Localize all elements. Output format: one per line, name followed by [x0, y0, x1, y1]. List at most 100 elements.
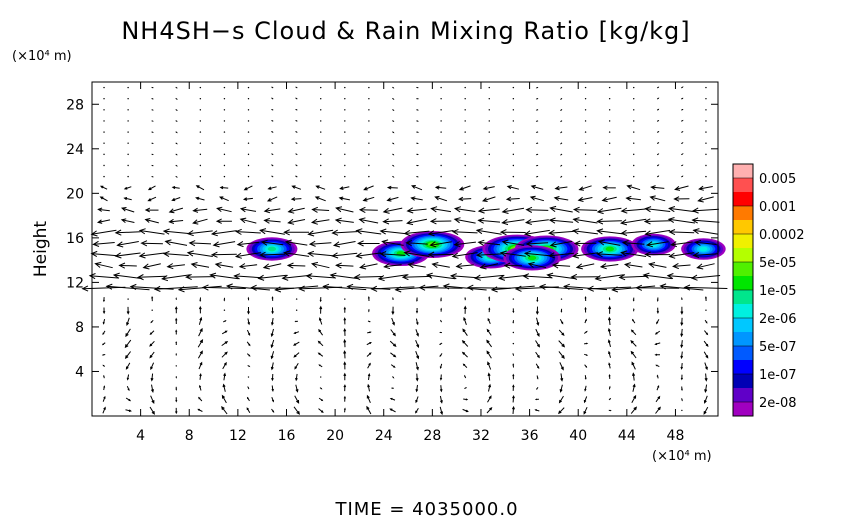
wind-vector [633, 308, 635, 312]
wind-vector [527, 261, 547, 269]
wind-vector [633, 86, 635, 89]
wind-vector [192, 218, 208, 225]
wind-vector [234, 252, 261, 259]
wind-vector [136, 274, 167, 281]
wind-vector [575, 263, 595, 270]
wind-vector [344, 98, 346, 100]
wind-vector [149, 351, 155, 359]
wind-vector [246, 407, 251, 413]
wind-vector [198, 316, 203, 325]
wind-vector [150, 319, 154, 324]
wind-vector [271, 164, 274, 167]
wind-vector [704, 373, 708, 382]
wind-vector [343, 384, 347, 392]
wind-vector [283, 250, 310, 257]
wind-vector [199, 164, 202, 167]
wind-vector [654, 353, 660, 356]
wind-vector [631, 361, 636, 370]
wind-vector [177, 285, 222, 293]
wind-vector [464, 374, 467, 379]
x-tick-label: 8 [185, 428, 194, 444]
wind-vector [440, 307, 443, 312]
wind-vector [633, 153, 635, 156]
wind-vector [559, 319, 564, 325]
cloud-cell [581, 236, 639, 262]
y-axis-ticks: 4 8 12 16 20 24 28 [66, 97, 718, 380]
wind-vector [392, 109, 395, 111]
wind-vector [97, 207, 110, 212]
wind-vector [223, 297, 226, 302]
wind-vector-layer [81, 86, 728, 416]
wind-vector [223, 142, 226, 144]
wind-vector [633, 109, 635, 111]
x-tick-label: 44 [618, 428, 636, 444]
wind-vector [633, 164, 635, 167]
wind-vector [239, 217, 257, 224]
wind-vector [401, 274, 432, 281]
colorbar-swatch [733, 290, 753, 305]
wind-vector [704, 319, 708, 324]
wind-vector [547, 252, 574, 259]
wind-vector [144, 218, 159, 224]
wind-vector [334, 217, 354, 224]
wind-vector [451, 252, 478, 259]
wind-vector [608, 142, 611, 144]
wind-vector [103, 120, 105, 122]
wind-vector [120, 207, 135, 213]
wind-vector [315, 185, 326, 190]
colorbar-label: 0.001 [759, 200, 796, 215]
wind-vector [692, 228, 719, 235]
wind-vector [611, 285, 656, 293]
wind-vector [512, 120, 515, 122]
wind-vector [223, 131, 226, 133]
wind-vector [368, 86, 370, 89]
wind-vector [166, 263, 185, 270]
wind-vector [464, 86, 466, 89]
wind-vector [632, 372, 636, 381]
wind-vector [382, 218, 403, 225]
y-tick-label: 4 [75, 364, 84, 380]
wind-vector [221, 330, 228, 335]
wind-vector [127, 98, 129, 100]
wind-vector [490, 285, 535, 293]
wind-vector [596, 218, 622, 225]
wind-vector [596, 207, 622, 215]
wind-vector [247, 86, 250, 89]
wind-vector [270, 362, 274, 371]
wind-vector [691, 207, 719, 214]
wind-vector [390, 352, 397, 358]
wind-vector [694, 239, 717, 246]
wind-vector [488, 120, 490, 122]
wind-vector [705, 131, 707, 133]
wind-vector [161, 274, 191, 282]
wind-vector [463, 305, 467, 314]
wind-vector [655, 395, 661, 403]
wind-vector [630, 406, 638, 414]
wind-vector [295, 120, 298, 122]
wind-vector [572, 252, 599, 259]
wind-vector [704, 296, 707, 302]
cloud-layer [246, 231, 726, 271]
wind-vector [344, 164, 346, 167]
wind-vector [116, 241, 139, 248]
wind-vector [318, 364, 323, 368]
wind-vector [293, 406, 300, 415]
wind-vector [171, 197, 181, 202]
wind-vector [310, 261, 330, 269]
wind-vector [103, 109, 105, 111]
wind-vector [512, 142, 515, 144]
wind-vector [392, 376, 395, 379]
wind-vector [318, 408, 324, 414]
x-tick-label: 16 [278, 428, 296, 444]
wind-vector [291, 185, 302, 190]
colorbar-swatch [733, 374, 753, 389]
wind-vector [214, 262, 234, 269]
wind-vector [185, 273, 215, 281]
wind-vector [525, 206, 549, 213]
wind-vector [199, 86, 202, 89]
wind-vector [431, 262, 450, 269]
wind-vector [618, 274, 648, 281]
wind-vector [440, 297, 442, 302]
wind-vector [548, 229, 574, 236]
wind-vector [620, 207, 646, 214]
